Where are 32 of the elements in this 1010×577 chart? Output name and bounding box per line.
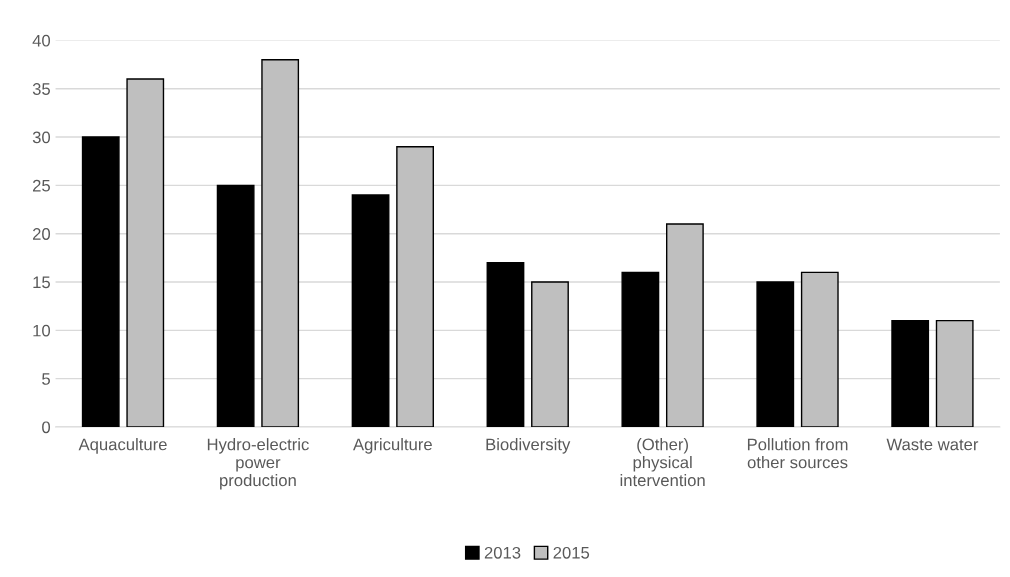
bar [486,261,525,427]
bar [665,223,704,427]
x-tick-label: (Other) physical intervention [620,438,705,487]
y-tick-label: 30 [32,131,51,144]
bar [531,281,569,427]
bar [891,319,930,427]
bar [756,281,795,427]
bar [396,146,434,427]
bar [261,59,300,427]
legend-label: 2013 [484,546,521,559]
y-tick-label: 0 [42,421,51,434]
bar [126,78,165,427]
y-tick-label: 35 [32,83,50,95]
bar [216,184,255,427]
y-tick-label: 15 [33,276,50,289]
x-tick-label: Pollution from other sources [747,438,848,469]
bar [935,319,974,427]
y-tick-label: 40 [32,34,51,47]
x-tick-label: Waste water [886,438,979,451]
x-tick-label: Hydro-electric power production [207,438,309,490]
bar [351,194,390,427]
x-tick-label: Agriculture [353,438,432,454]
y-tick-label: 20 [32,228,51,240]
bar [800,271,839,427]
bar [81,136,120,427]
y-tick-label: 10 [33,324,51,337]
y-tick-label: 5 [42,373,50,385]
legend-label: 2015 [553,546,590,559]
x-tick-label: Aquaculture [78,438,167,454]
x-tick-label: Biodiversity [486,438,571,454]
y-tick-label: 25 [32,179,50,192]
bar [621,271,660,427]
